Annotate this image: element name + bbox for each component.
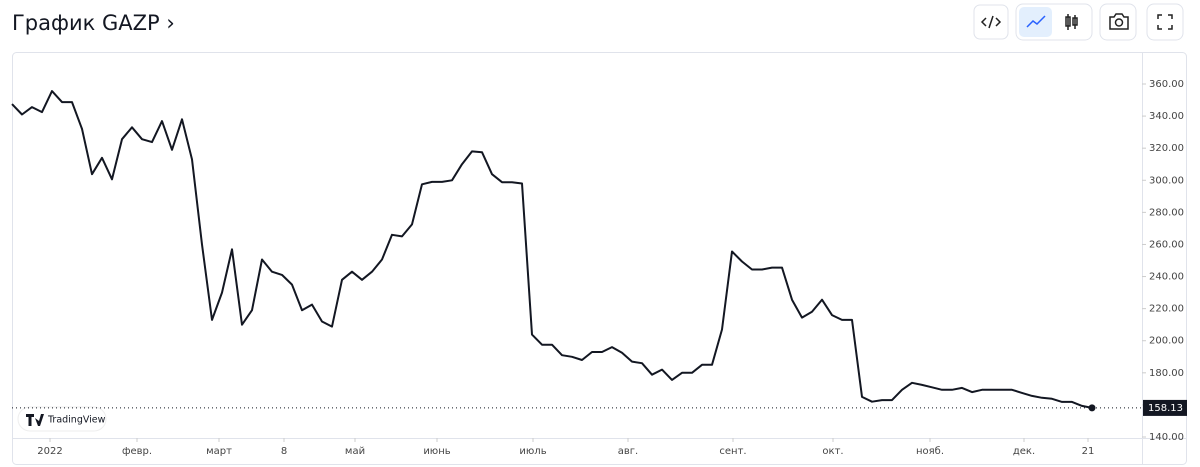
camera-icon bbox=[1109, 13, 1129, 30]
x-tick-label: нояб. bbox=[916, 446, 944, 457]
watermark-logo bbox=[26, 414, 44, 426]
fullscreen-icon bbox=[1157, 14, 1173, 30]
x-tick-label: авг. bbox=[618, 446, 638, 457]
x-tick-label: дек. bbox=[1013, 446, 1035, 457]
y-tick-label: 220.00 bbox=[1149, 304, 1184, 315]
x-tick-label: сент. bbox=[719, 446, 746, 457]
x-tick-label: 2022 bbox=[37, 446, 62, 457]
last-price-badge bbox=[1143, 399, 1187, 416]
watermark-text: TradingView bbox=[47, 415, 106, 426]
camera-lens bbox=[1114, 18, 1124, 27]
price-line bbox=[11, 90, 1093, 409]
x-tick-label: июнь bbox=[423, 446, 450, 457]
chart-title: График GAZP › bbox=[12, 11, 175, 35]
screenshot-button[interactable] bbox=[1099, 3, 1137, 41]
chart-frame bbox=[12, 52, 1187, 465]
watermark: TradingView bbox=[17, 406, 107, 432]
y-tick-label: 240.00 bbox=[1149, 272, 1184, 283]
y-tick-label: 180.00 bbox=[1149, 368, 1184, 379]
x-tick-label: февр. bbox=[122, 446, 152, 457]
embed-icon bbox=[980, 15, 1002, 29]
y-tick-label: 260.00 bbox=[1149, 239, 1184, 250]
y-tick-label: 200.00 bbox=[1149, 336, 1184, 347]
x-tick-label: март bbox=[206, 446, 232, 457]
y-tick-label: 280.00 bbox=[1149, 207, 1184, 218]
x-tick-label: май bbox=[345, 446, 365, 457]
x-tick-label: окт. bbox=[822, 446, 843, 457]
last-price-label: 158.13 bbox=[1148, 403, 1183, 414]
y-tick-label: 360.00 bbox=[1149, 79, 1184, 90]
last-price-dot bbox=[1088, 404, 1096, 412]
toolbar bbox=[973, 3, 1184, 41]
y-tick-label: 320.00 bbox=[1149, 143, 1184, 154]
y-tick-label: 140.00 bbox=[1149, 432, 1184, 443]
x-tick-label: 8 bbox=[281, 446, 287, 457]
x-tick-label: июль bbox=[519, 446, 546, 457]
y-tick-label: 340.00 bbox=[1149, 111, 1184, 122]
x-tick-label: 21 bbox=[1082, 446, 1095, 457]
y-tick-label: 300.00 bbox=[1149, 175, 1184, 186]
candle-icon bbox=[1065, 14, 1078, 30]
fullscreen-button[interactable] bbox=[1146, 3, 1184, 41]
line-icon bbox=[1026, 15, 1046, 28]
